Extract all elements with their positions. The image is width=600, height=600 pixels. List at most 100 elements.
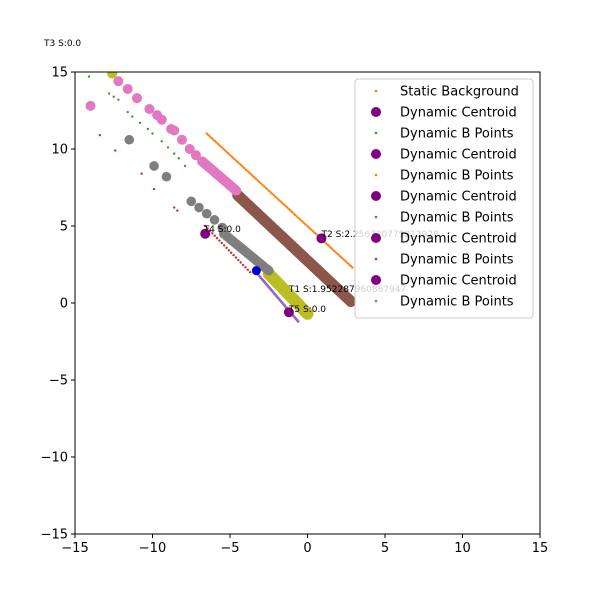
data-point [328,245,331,248]
legend-entry: Dynamic Centroid [400,274,517,289]
data-point [85,100,96,111]
legend-entry: Dynamic Centroid [400,148,517,163]
data-point [283,307,294,318]
data-point [226,151,230,155]
y-tick-label: −15 [41,528,68,543]
data-point [231,185,242,196]
data-point [166,146,170,149]
legend-entry: Dynamic B Points [400,253,514,268]
data-point [173,206,176,209]
legend-entry: Static Background [400,85,519,100]
data-point [261,183,264,186]
data-point [333,249,336,253]
x-tick-label: −15 [61,541,88,556]
data-point [307,225,310,229]
data-point [254,177,258,180]
chart-axes: −15 −10 −5 0 5 10 15 −15 −10 −5 0 5 10 15 [41,66,549,557]
data-point [220,241,223,245]
data-point [212,138,215,141]
annotation-label: T1 S:1.952287960867947 [288,285,406,295]
data-point [246,170,249,173]
data-point [138,121,142,125]
data-point [238,162,241,165]
data-point [313,231,316,235]
data-point [248,171,251,174]
data-point [218,239,221,242]
data-point [213,234,216,237]
data-point [289,209,292,212]
data-point [341,257,344,260]
data-point [220,145,223,149]
legend-marker [374,131,378,135]
data-point [204,224,207,228]
data-point [232,253,235,257]
data-point [345,295,357,307]
legend-marker [374,89,378,93]
data-point [251,266,261,276]
data-point [235,159,238,162]
legend-marker [371,149,381,159]
data-point [160,140,163,143]
data-point [267,189,271,192]
data-point [228,153,231,156]
data-point [169,125,180,136]
data-point [244,168,248,171]
data-point [230,154,233,158]
data-point [244,266,247,269]
data-point [149,161,159,171]
corner-label: T3 S:0.0 [43,39,81,49]
data-point [329,246,333,250]
data-point [336,252,339,256]
data-point [140,172,143,175]
legend-entry: Dynamic Centroid [400,106,517,121]
y-tick-label: 0 [60,297,68,312]
data-point [305,224,308,227]
chart-marks [85,72,357,323]
data-point [107,72,118,79]
legend-entry: Dynamic Centroid [400,190,517,205]
data-point [296,320,300,323]
data-point [303,222,307,226]
data-point [236,161,240,164]
data-point [239,164,243,167]
data-point [277,198,280,202]
data-point [325,242,328,245]
data-point [282,203,285,206]
data-point [349,264,353,268]
data-point [264,186,267,189]
data-point [253,176,256,179]
data-point [239,261,242,264]
y-tick-label: −10 [41,451,68,466]
annotation-label: T5 S:0.0 [288,305,326,315]
data-point [266,188,269,191]
legend-marker [374,215,378,219]
data-point [218,144,222,147]
legend-entry: Dynamic B Points [400,169,514,184]
data-point [87,75,91,78]
data-point [227,249,231,252]
data-point [284,204,287,208]
data-point [293,213,297,217]
data-point [339,255,343,259]
data-point [215,141,218,144]
data-point [176,134,187,145]
x-tick-label: −5 [220,541,239,556]
data-point [290,210,294,214]
data-point [334,251,338,254]
data-point [310,228,313,232]
data-point [183,164,187,168]
data-point [248,271,252,274]
legend-marker [371,191,381,201]
data-point [173,152,176,155]
data-point [274,195,277,199]
data-point [211,232,214,235]
data-point [200,228,211,239]
data-point [308,227,312,230]
data-point [262,185,266,188]
data-point [225,246,228,250]
legend-box [354,78,534,319]
x-tick-label: 10 [454,541,471,556]
data-point [117,98,120,101]
data-point [207,133,210,137]
